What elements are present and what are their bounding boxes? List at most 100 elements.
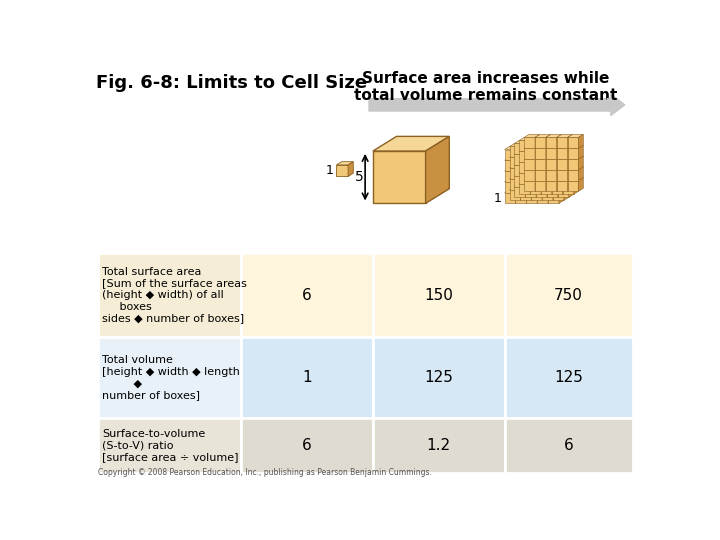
Polygon shape xyxy=(567,159,578,170)
Polygon shape xyxy=(510,190,521,200)
Polygon shape xyxy=(373,151,426,204)
Polygon shape xyxy=(562,184,574,194)
Polygon shape xyxy=(548,157,553,171)
Polygon shape xyxy=(548,168,553,182)
FancyBboxPatch shape xyxy=(373,418,505,473)
Polygon shape xyxy=(526,160,537,171)
Polygon shape xyxy=(516,157,531,160)
Polygon shape xyxy=(569,173,574,187)
Polygon shape xyxy=(548,171,559,182)
Polygon shape xyxy=(564,154,569,168)
Polygon shape xyxy=(542,165,558,168)
Polygon shape xyxy=(557,145,572,148)
Polygon shape xyxy=(542,187,558,190)
Polygon shape xyxy=(548,150,559,160)
Polygon shape xyxy=(526,151,541,154)
Polygon shape xyxy=(536,173,552,176)
Polygon shape xyxy=(521,165,526,179)
Text: Surface-to-volume
(S-to-V) ratio
[surface area ÷ volume]: Surface-to-volume (S-to-V) ratio [surfac… xyxy=(102,429,239,462)
Polygon shape xyxy=(569,184,574,197)
Polygon shape xyxy=(559,168,564,182)
Polygon shape xyxy=(541,137,546,151)
Polygon shape xyxy=(562,137,567,151)
Text: 125: 125 xyxy=(554,370,583,385)
Polygon shape xyxy=(541,184,552,194)
Polygon shape xyxy=(564,176,569,190)
Polygon shape xyxy=(557,178,562,191)
Polygon shape xyxy=(516,146,521,160)
Polygon shape xyxy=(530,159,535,173)
Polygon shape xyxy=(505,146,521,150)
Polygon shape xyxy=(553,157,564,168)
Polygon shape xyxy=(557,178,572,180)
Polygon shape xyxy=(536,184,552,187)
Polygon shape xyxy=(510,179,521,190)
Polygon shape xyxy=(521,187,536,190)
Polygon shape xyxy=(567,145,572,159)
Polygon shape xyxy=(521,165,536,168)
Polygon shape xyxy=(519,140,530,151)
Polygon shape xyxy=(547,144,558,154)
Polygon shape xyxy=(548,146,553,160)
Polygon shape xyxy=(505,160,516,171)
Polygon shape xyxy=(541,180,546,194)
Text: 150: 150 xyxy=(424,288,453,302)
Polygon shape xyxy=(519,159,535,162)
Polygon shape xyxy=(521,144,536,146)
Polygon shape xyxy=(536,151,552,154)
Polygon shape xyxy=(567,156,583,159)
Polygon shape xyxy=(536,162,552,165)
FancyBboxPatch shape xyxy=(241,253,373,337)
Polygon shape xyxy=(530,137,546,140)
Polygon shape xyxy=(531,144,547,146)
Polygon shape xyxy=(516,179,531,182)
Polygon shape xyxy=(526,187,536,197)
Polygon shape xyxy=(557,148,567,159)
Polygon shape xyxy=(524,178,540,180)
Polygon shape xyxy=(542,157,553,168)
FancyBboxPatch shape xyxy=(505,418,632,473)
Polygon shape xyxy=(542,190,553,200)
Polygon shape xyxy=(519,170,535,173)
Polygon shape xyxy=(548,146,564,150)
Polygon shape xyxy=(519,184,530,194)
Polygon shape xyxy=(559,146,564,160)
Polygon shape xyxy=(562,170,567,184)
Polygon shape xyxy=(547,187,558,197)
Polygon shape xyxy=(562,148,578,151)
Polygon shape xyxy=(542,144,558,146)
Polygon shape xyxy=(558,165,569,176)
Polygon shape xyxy=(510,157,521,168)
Polygon shape xyxy=(553,179,564,190)
Polygon shape xyxy=(557,156,572,159)
Polygon shape xyxy=(514,176,526,187)
Polygon shape xyxy=(526,168,531,182)
FancyBboxPatch shape xyxy=(505,253,632,337)
Polygon shape xyxy=(537,171,548,182)
Text: 1: 1 xyxy=(494,192,502,205)
Polygon shape xyxy=(505,190,521,193)
Polygon shape xyxy=(542,179,553,190)
Polygon shape xyxy=(547,151,562,154)
Polygon shape xyxy=(557,145,562,159)
Polygon shape xyxy=(552,159,567,162)
Polygon shape xyxy=(558,140,574,144)
Polygon shape xyxy=(526,190,542,193)
Text: Total surface area
[Sum of the surface areas
(height ◆ width) of all
     boxes
: Total surface area [Sum of the surface a… xyxy=(102,267,247,323)
Polygon shape xyxy=(567,137,578,148)
Polygon shape xyxy=(516,190,521,204)
Polygon shape xyxy=(530,184,541,194)
Text: 6: 6 xyxy=(302,288,312,302)
Polygon shape xyxy=(521,157,531,168)
Polygon shape xyxy=(426,137,449,204)
Polygon shape xyxy=(567,170,578,180)
Polygon shape xyxy=(567,145,583,148)
Polygon shape xyxy=(548,193,559,204)
Polygon shape xyxy=(526,150,537,160)
Polygon shape xyxy=(558,184,562,197)
Polygon shape xyxy=(537,146,553,150)
Polygon shape xyxy=(521,146,531,157)
Polygon shape xyxy=(531,187,547,190)
Polygon shape xyxy=(510,176,526,179)
Polygon shape xyxy=(535,156,551,159)
